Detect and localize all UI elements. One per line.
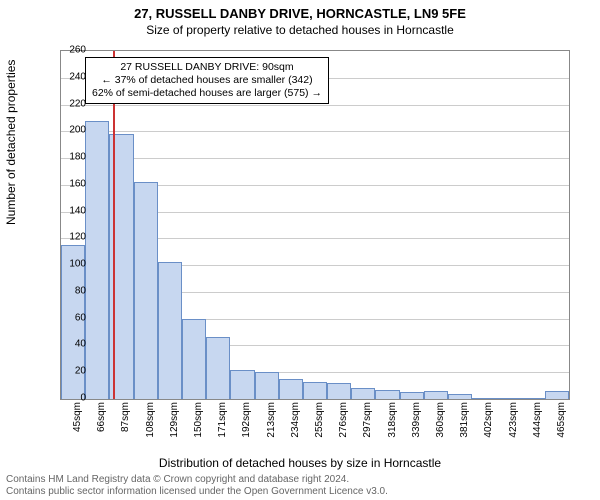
bar — [134, 182, 158, 399]
ytick-label: 80 — [62, 285, 86, 296]
xtick-label: 339sqm — [411, 402, 422, 442]
bar — [255, 372, 279, 399]
xtick-label: 444sqm — [532, 402, 543, 442]
annotation-line-1: 27 RUSSELL DANBY DRIVE: 90sqm — [92, 61, 322, 74]
xtick-label: 213sqm — [266, 402, 277, 442]
annotation-box: 27 RUSSELL DANBY DRIVE: 90sqm ← 37% of d… — [85, 57, 329, 104]
bar — [279, 379, 303, 399]
xtick-label: 297sqm — [362, 402, 373, 442]
xtick-label: 381sqm — [459, 402, 470, 442]
bar — [375, 390, 399, 399]
ytick-label: 40 — [62, 339, 86, 350]
bar — [400, 392, 424, 399]
xtick-label: 87sqm — [120, 402, 131, 442]
ytick-label: 140 — [62, 205, 86, 216]
xtick-label: 234sqm — [290, 402, 301, 442]
ytick-label: 260 — [62, 45, 86, 56]
bar — [182, 319, 206, 399]
xtick-label: 192sqm — [241, 402, 252, 442]
x-axis-label: Distribution of detached houses by size … — [0, 456, 600, 470]
xtick-label: 150sqm — [193, 402, 204, 442]
annotation-line-3: 62% of semi-detached houses are larger (… — [92, 87, 322, 100]
gridline-h — [61, 105, 569, 106]
xtick-label: 255sqm — [314, 402, 325, 442]
ytick-label: 180 — [62, 152, 86, 163]
xtick-label: 318sqm — [387, 402, 398, 442]
bar — [521, 398, 545, 399]
footer: Contains HM Land Registry data © Crown c… — [6, 474, 388, 498]
footer-line-2: Contains public sector information licen… — [6, 486, 388, 498]
ytick-label: 20 — [62, 366, 86, 377]
gridline-h — [61, 158, 569, 159]
xtick-label: 108sqm — [145, 402, 156, 442]
ytick-label: 240 — [62, 71, 86, 82]
xtick-label: 402sqm — [483, 402, 494, 442]
subtitle: Size of property relative to detached ho… — [0, 23, 600, 37]
xtick-label: 171sqm — [217, 402, 228, 442]
bar — [85, 121, 109, 399]
ytick-label: 100 — [62, 259, 86, 270]
bar — [158, 262, 182, 399]
xtick-label: 66sqm — [96, 402, 107, 442]
xtick-label: 423sqm — [508, 402, 519, 442]
xtick-label: 45sqm — [72, 402, 83, 442]
ytick-label: 200 — [62, 125, 86, 136]
y-axis-label: Number of detached properties — [4, 60, 18, 225]
ytick-label: 220 — [62, 98, 86, 109]
bar — [448, 394, 472, 399]
xtick-label: 129sqm — [169, 402, 180, 442]
title: 27, RUSSELL DANBY DRIVE, HORNCASTLE, LN9… — [0, 6, 600, 21]
bar — [206, 337, 230, 399]
bar — [496, 398, 520, 399]
bar — [472, 398, 496, 399]
ytick-label: 160 — [62, 178, 86, 189]
ytick-label: 60 — [62, 312, 86, 323]
xtick-label: 465sqm — [556, 402, 567, 442]
title-block: 27, RUSSELL DANBY DRIVE, HORNCASTLE, LN9… — [0, 0, 600, 37]
annotation-line-2: ← 37% of detached houses are smaller (34… — [92, 74, 322, 87]
bar — [230, 370, 254, 399]
chart-container: 27, RUSSELL DANBY DRIVE, HORNCASTLE, LN9… — [0, 0, 600, 500]
xtick-label: 276sqm — [338, 402, 349, 442]
bar — [351, 388, 375, 399]
plot-area: 27 RUSSELL DANBY DRIVE: 90sqm ← 37% of d… — [60, 50, 570, 400]
ytick-label: 120 — [62, 232, 86, 243]
bar — [424, 391, 448, 399]
xtick-label: 360sqm — [435, 402, 446, 442]
bar — [545, 391, 569, 399]
bar — [327, 383, 351, 399]
gridline-h — [61, 131, 569, 132]
footer-line-1: Contains HM Land Registry data © Crown c… — [6, 474, 388, 486]
bar — [303, 382, 327, 399]
